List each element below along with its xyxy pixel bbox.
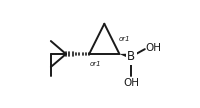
Polygon shape: [119, 53, 132, 60]
Text: B: B: [127, 50, 135, 63]
Text: OH: OH: [123, 78, 139, 88]
Text: or1: or1: [90, 61, 101, 67]
Text: or1: or1: [119, 36, 130, 42]
Text: OH: OH: [145, 43, 161, 53]
